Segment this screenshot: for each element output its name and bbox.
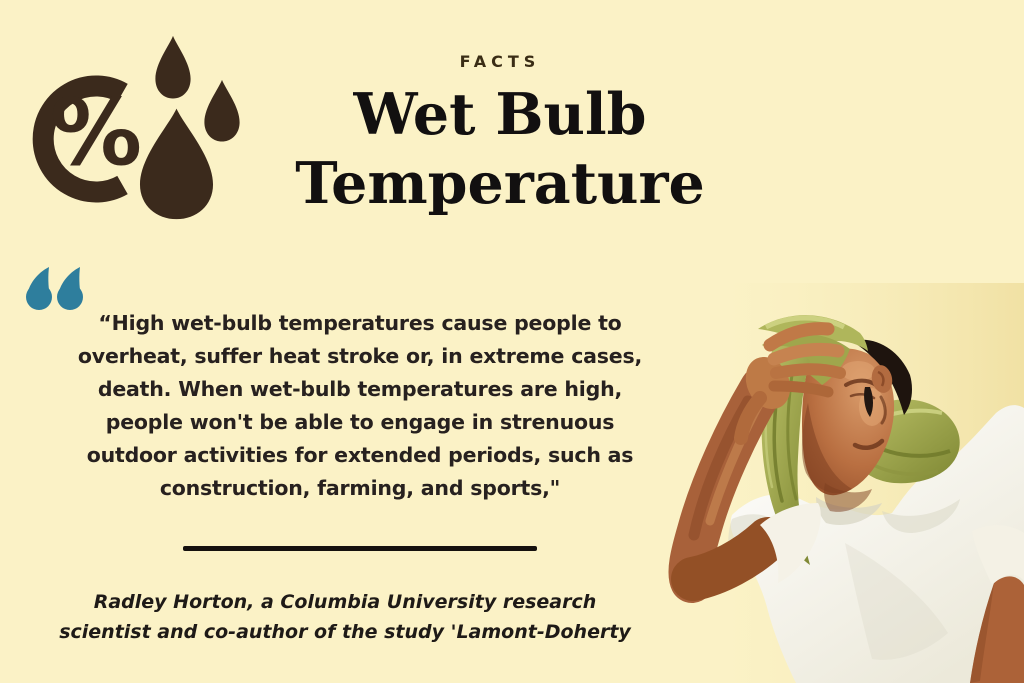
quote-line: overheat, suffer heat stroke or, in extr…: [77, 344, 643, 368]
attribution-line: scientist and co-author of the study 'La…: [59, 621, 631, 643]
quote-line: people won't be able to engage in strenu…: [105, 410, 615, 434]
quote-line: “High wet-bulb temperatures cause people…: [98, 311, 622, 335]
logo-circle-arc: [32, 75, 128, 203]
percent-glyph: %: [50, 79, 142, 186]
quote-line: outdoor activities for extended periods,…: [86, 443, 634, 467]
quote-line: death. When wet-bulb temperatures are hi…: [97, 377, 623, 401]
divider-line: [183, 546, 537, 551]
fingers: [734, 322, 846, 445]
droplet-icon: [139, 108, 214, 220]
page-title: Wet Bulb Temperature: [210, 80, 790, 218]
quote-text: “High wet-bulb temperatures cause people…: [40, 307, 680, 505]
eyebrow-label: FACTS: [459, 52, 541, 71]
hair: [852, 339, 912, 415]
face: [802, 348, 895, 496]
left-arm: [970, 525, 1024, 683]
title-line: Temperature: [295, 150, 705, 217]
sleeve-hem: [760, 503, 821, 583]
man-wiping-sweat-photo: [620, 283, 1024, 683]
attribution: Radley Horton, a Columbia University res…: [45, 587, 645, 647]
head: [801, 339, 912, 512]
open-quote-icon: [26, 267, 83, 310]
quote-line: construction, farming, and sports,": [159, 476, 561, 500]
ear: [871, 365, 893, 393]
raised-arm: [668, 322, 846, 603]
title-line: Wet Bulb: [353, 81, 647, 148]
humidity-icon: %: [32, 35, 240, 220]
droplet-icon: [155, 35, 191, 99]
attribution-line: Radley Horton, a Columbia University res…: [93, 591, 597, 613]
